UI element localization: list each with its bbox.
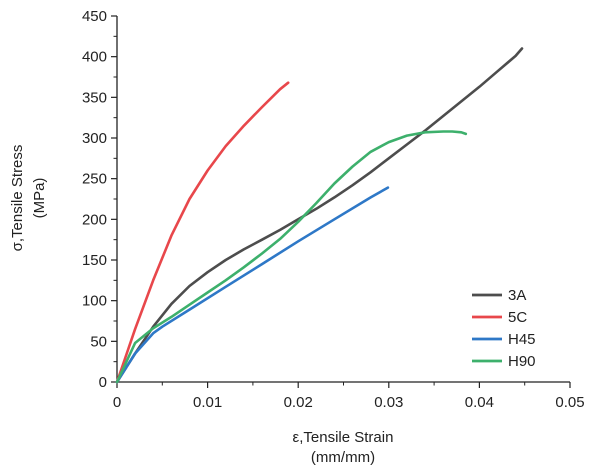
y-axis-title-line2: (MPa) — [31, 178, 48, 219]
x-tick-label: 0 — [113, 394, 121, 411]
x-tick-label: 0.01 — [193, 394, 222, 411]
y-tick-label: 50 — [90, 333, 107, 350]
x-tick-label: 0.05 — [555, 394, 584, 411]
legend-label-3a: 3A — [508, 287, 526, 304]
series-line-5c — [115, 81, 290, 384]
y-axis-title-line1: σ,Tensile Stress — [9, 145, 26, 252]
series-line-h45 — [115, 186, 390, 384]
y-tick-label: 300 — [82, 130, 107, 147]
legend-label-5c: 5C — [508, 309, 527, 326]
y-tick-label: 0 — [99, 374, 107, 391]
y-tick-label: 450 — [82, 8, 107, 25]
y-tick-label: 150 — [82, 252, 107, 269]
axes: 0 0.01 0.02 0.03 0.04 0.05 0 50 100 150 200 250 300 3… — [82, 8, 585, 411]
series-line-3a — [115, 47, 524, 384]
legend-label-h90: H90 — [508, 353, 536, 370]
legend: 3A 5C H45 H90 — [472, 287, 536, 370]
x-tick-label: 0.03 — [374, 394, 403, 411]
axis-titles: ε,Tensile Strain (mm/mm) σ,Tensile Stres… — [9, 145, 393, 466]
x-tick-label: 0.02 — [284, 394, 313, 411]
y-tick-label: 350 — [82, 89, 107, 106]
y-tick-label: 250 — [82, 171, 107, 188]
legend-label-h45: H45 — [508, 331, 536, 348]
y-tick-label: 400 — [82, 49, 107, 66]
series-line-h90 — [115, 130, 468, 384]
x-axis-title-line1: ε,Tensile Strain — [293, 429, 394, 446]
y-tick-label: 200 — [82, 211, 107, 228]
x-tick-label: 0.04 — [465, 394, 494, 411]
x-axis-title-line2: (mm/mm) — [311, 449, 375, 466]
y-tick-label: 100 — [82, 293, 107, 310]
series-lines — [115, 47, 524, 384]
